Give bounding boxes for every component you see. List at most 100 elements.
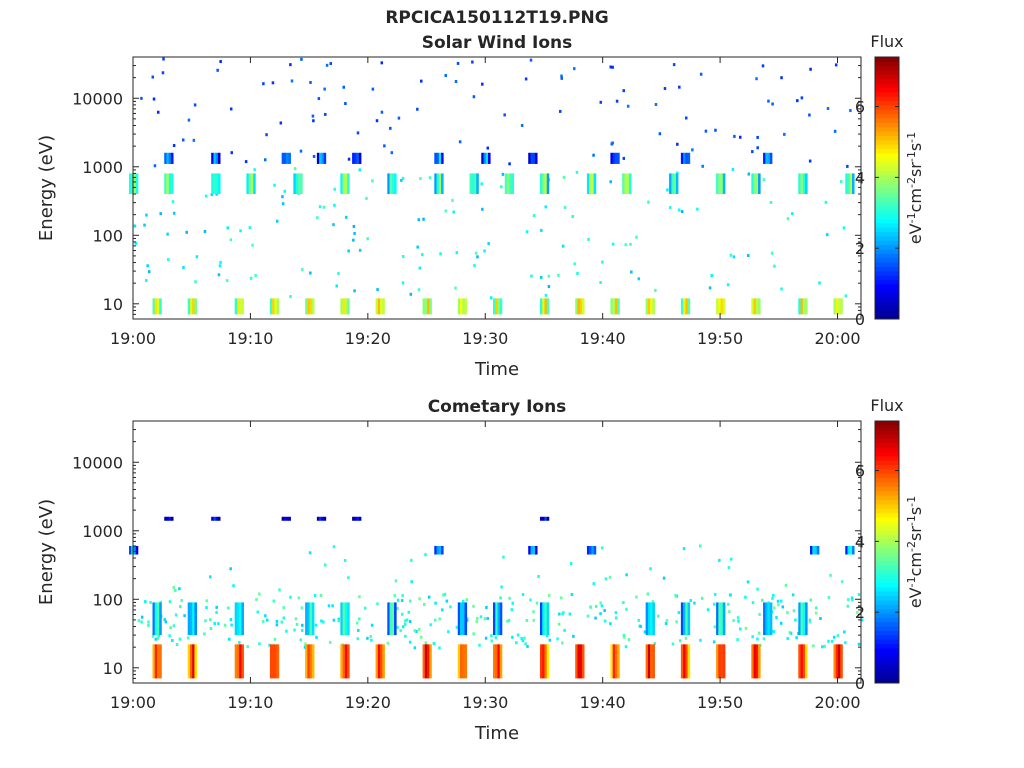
x-tick-label: 19:40 [580, 693, 626, 712]
scatter-mark [849, 109, 852, 113]
scatter-mark [238, 640, 241, 644]
scatter-mark [784, 583, 788, 587]
band-mark [532, 152, 536, 164]
scatter-mark [261, 620, 265, 624]
scatter-mark [451, 198, 454, 202]
scatter-mark [610, 142, 613, 146]
band-mark [767, 152, 771, 164]
scatter-mark [511, 635, 514, 639]
band-mark [544, 644, 548, 679]
scatter-mark [358, 168, 362, 172]
scatter-mark [358, 595, 361, 599]
band-mark [810, 545, 813, 555]
scatter-mark [320, 619, 323, 623]
scatter-mark [773, 264, 776, 268]
scatter-mark [268, 643, 271, 647]
scatter-mark [399, 629, 402, 633]
band-mark [236, 298, 240, 315]
scatter-mark [516, 633, 520, 637]
x-tick-label: 19:30 [462, 329, 508, 348]
band-mark [429, 298, 432, 315]
colorbar-segment [875, 608, 899, 614]
colorbar-segment [875, 543, 899, 549]
band-mark [194, 602, 198, 636]
scatter-mark [432, 641, 436, 645]
scatter-mark [137, 619, 141, 623]
scatter-mark [767, 99, 770, 103]
scatter-mark [304, 642, 307, 646]
scatter-mark [147, 270, 151, 274]
scatter-mark [279, 121, 283, 125]
colorbar-segment [875, 565, 899, 570]
scatter-mark [769, 200, 773, 204]
scatter-mark [780, 76, 783, 80]
band-mark [798, 644, 801, 679]
scatter-mark [424, 553, 427, 557]
scatter-mark [434, 601, 437, 605]
band-mark [765, 152, 768, 164]
band-mark [239, 298, 242, 315]
band-mark [671, 173, 674, 195]
band-mark [305, 602, 308, 636]
scatter-mark [419, 635, 423, 639]
scatter-mark [614, 611, 618, 615]
band-mark [319, 516, 322, 521]
x-tick-label: 20:00 [814, 693, 860, 712]
band-mark [217, 173, 221, 195]
band-mark [530, 152, 534, 164]
scatter-mark [747, 172, 751, 176]
band-mark [687, 298, 691, 315]
scatter-mark [699, 638, 702, 642]
colorbar-segment [875, 530, 899, 535]
band-mark [438, 173, 442, 195]
scatter-mark [244, 160, 248, 164]
band-mark [380, 644, 383, 679]
scatter-mark [558, 612, 561, 616]
scatter-mark [510, 608, 514, 612]
band-mark [215, 516, 219, 521]
scatter-mark [416, 107, 419, 111]
scatter-mark [844, 641, 847, 645]
band-mark [347, 644, 350, 679]
scatter-mark [285, 629, 288, 633]
scatter-mark [343, 558, 347, 562]
scatter-mark [219, 260, 222, 264]
scatter-mark [438, 617, 441, 621]
band-mark [152, 602, 156, 636]
scatter-mark [649, 567, 652, 571]
band-mark [288, 516, 291, 521]
scatter-mark [814, 611, 818, 615]
scatter-mark [415, 629, 418, 633]
scatter-mark [315, 635, 318, 639]
scatter-mark [205, 599, 208, 603]
scatter-mark [622, 633, 626, 637]
scatter-mark [282, 616, 286, 620]
band-mark [213, 516, 216, 521]
scatter-mark [727, 602, 730, 606]
scatter-mark [524, 77, 528, 81]
scatter-mark [162, 57, 165, 61]
scatter-mark [808, 113, 811, 117]
scatter-mark [691, 148, 694, 152]
scatter-mark [651, 600, 655, 604]
band-mark [460, 644, 463, 679]
band-mark [189, 644, 193, 679]
scatter-mark [558, 109, 562, 113]
scatter-mark [508, 596, 511, 600]
band-mark [129, 545, 132, 555]
band-mark [241, 644, 244, 679]
colorbar-segment [875, 421, 899, 426]
band-mark [722, 173, 726, 195]
colorbar-segment [875, 621, 899, 627]
scatter-mark [289, 63, 292, 67]
band-mark [344, 602, 348, 636]
band-mark [847, 545, 851, 555]
band-mark [152, 298, 156, 315]
scatter-mark [209, 575, 212, 579]
band-mark [293, 173, 296, 195]
scatter-mark [342, 85, 346, 89]
scatter-mark [693, 601, 696, 605]
band-mark [720, 644, 724, 679]
colorbar-segment [875, 503, 899, 509]
band-mark [194, 298, 198, 315]
